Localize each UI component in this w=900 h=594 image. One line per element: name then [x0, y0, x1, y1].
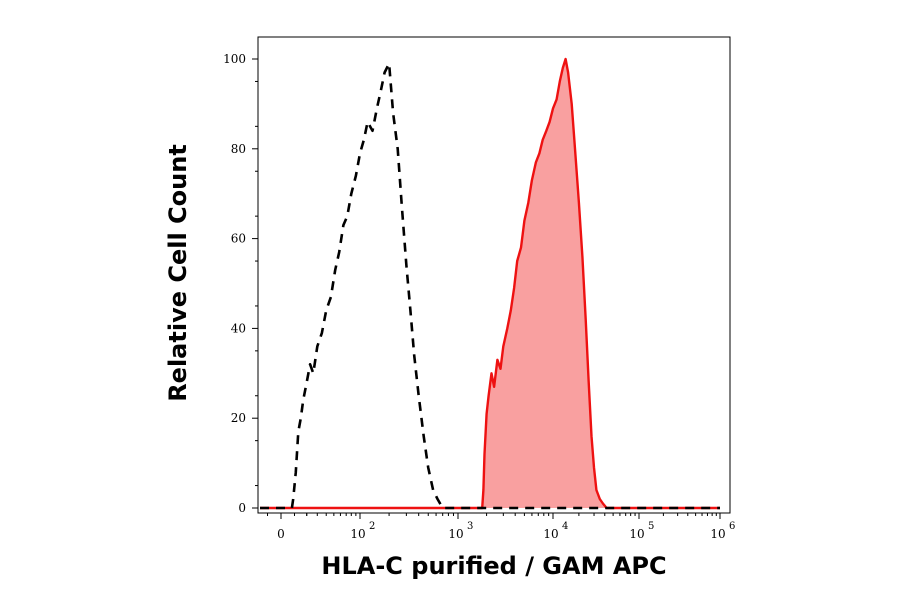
x-axis: 0 10 2 10 3 10 4 10 5 10 6 — [267, 513, 735, 541]
x-tick-label: 10 — [448, 527, 463, 541]
x-tick-label: 10 — [350, 527, 365, 541]
x-tick-label: 10 — [710, 527, 725, 541]
x-axis-label: HLA-C purified / GAM APC — [321, 552, 666, 580]
histogram-line-1 — [260, 57, 720, 510]
y-tick-label: 60 — [231, 232, 246, 246]
histogram-fill-1 — [260, 59, 720, 508]
y-tick-label: 100 — [223, 52, 246, 66]
plot-frame — [257, 36, 731, 514]
x-tick-exponent: 3 — [467, 521, 473, 532]
histogram-line-0 — [260, 62, 720, 510]
x-tick-exponent: 2 — [369, 521, 375, 532]
x-tick-label: 10 — [629, 527, 644, 541]
series-layer — [260, 57, 720, 510]
y-axis-label: Relative Cell Count — [164, 144, 192, 402]
y-axis: 0 20 40 60 80 100 — [223, 52, 258, 515]
x-tick-exponent: 5 — [648, 521, 654, 532]
x-tick-exponent: 4 — [562, 521, 568, 532]
x-tick-label: 0 — [277, 527, 285, 541]
x-tick-exponent: 6 — [729, 521, 735, 532]
x-tick-label: 10 — [543, 527, 558, 541]
y-tick-label: 40 — [231, 321, 246, 335]
y-tick-label: 20 — [231, 411, 246, 425]
y-tick-label: 80 — [231, 142, 246, 156]
y-tick-label: 0 — [238, 501, 246, 515]
